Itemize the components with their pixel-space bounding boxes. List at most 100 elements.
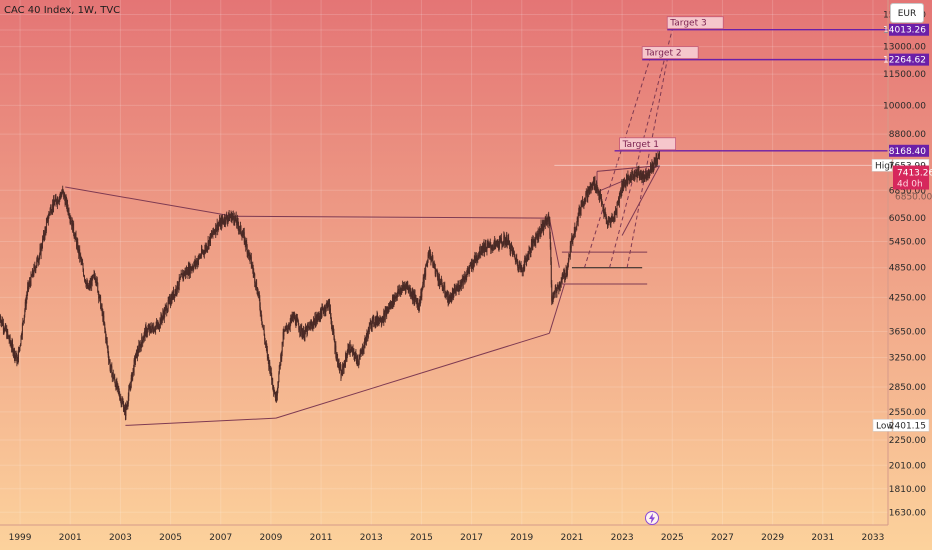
- candle-body: [401, 289, 403, 293]
- candle-body: [526, 257, 528, 262]
- candle-body: [148, 325, 150, 332]
- candle-body: [189, 266, 191, 274]
- candle-body: [497, 240, 498, 245]
- candle-body: [189, 264, 191, 274]
- candle-body: [558, 283, 560, 290]
- candle-body: [618, 200, 620, 203]
- candle-body: [608, 220, 610, 222]
- candle-body: [475, 256, 477, 261]
- candle-body: [451, 297, 453, 299]
- candle-body: [368, 327, 370, 333]
- candle-body: [435, 270, 437, 272]
- candle-body: [214, 231, 216, 233]
- candle-body: [519, 262, 521, 265]
- candle-body: [335, 345, 337, 358]
- candle-body: [354, 355, 356, 359]
- candle-body: [319, 317, 321, 320]
- candle-body: [649, 174, 650, 176]
- candle-body: [656, 155, 657, 165]
- candle-body: [556, 288, 558, 293]
- candle-body: [45, 228, 47, 231]
- candle-body: [139, 344, 141, 350]
- target-label-box[interactable]: [641, 46, 699, 60]
- candle-body: [420, 291, 422, 300]
- candle-body: [227, 219, 229, 222]
- candle-body: [257, 292, 259, 295]
- candle-body: [47, 218, 49, 222]
- candle-body: [181, 273, 183, 275]
- candle-body: [168, 300, 170, 302]
- candle-body: [462, 276, 464, 285]
- candle-body: [534, 238, 536, 244]
- candle-body: [505, 240, 507, 245]
- candle-body: [450, 296, 452, 302]
- candle-body: [236, 219, 238, 226]
- bar-countdown: 4d 0h: [897, 180, 923, 190]
- candle-body: [161, 318, 163, 321]
- candle-body: [137, 349, 139, 353]
- candle-body: [490, 248, 492, 250]
- candle-body: [520, 267, 522, 269]
- candle-body: [121, 400, 123, 404]
- candle-body: [521, 270, 523, 272]
- candle-body: [612, 220, 614, 222]
- candle-body: [433, 263, 435, 265]
- candle-body: [460, 286, 462, 288]
- candle-body: [372, 316, 374, 318]
- candle-body: [39, 248, 41, 254]
- candle-body: [317, 317, 319, 320]
- candle-body: [65, 199, 67, 205]
- candle-body: [365, 337, 367, 342]
- candle-body: [247, 251, 249, 256]
- currency-button[interactable]: EUR: [890, 3, 924, 23]
- candle-body: [238, 229, 240, 231]
- candle-body: [285, 327, 287, 329]
- candle-body: [333, 332, 335, 339]
- lightning-icon[interactable]: [645, 511, 659, 525]
- candle-body: [606, 223, 608, 225]
- time-axis[interactable]: 1999 2001 2003 2005 2007 2009 2011 2013 2015 2017…: [9, 533, 885, 543]
- candle-body: [27, 283, 29, 287]
- candle-body: [74, 235, 76, 239]
- candle-body: [23, 314, 25, 321]
- candle-body: [362, 351, 364, 354]
- candle-body: [619, 193, 621, 195]
- candle-body: [527, 255, 529, 258]
- candle-body: [133, 360, 135, 373]
- candle-body: [225, 215, 227, 217]
- candle-body: [180, 276, 182, 278]
- candle-body: [315, 319, 317, 325]
- candle-body: [154, 330, 156, 332]
- candle-body: [339, 368, 340, 370]
- candle-body: [123, 410, 125, 412]
- candle-body: [259, 299, 261, 308]
- candle-body: [593, 181, 595, 187]
- candle-body: [553, 293, 555, 295]
- candle-body: [290, 317, 292, 322]
- candle-body: [226, 215, 228, 219]
- candle-body: [120, 398, 122, 399]
- candle-body: [52, 204, 54, 209]
- candle-body: [131, 373, 133, 380]
- target-label-box[interactable]: [619, 137, 676, 151]
- candle-body: [90, 280, 92, 285]
- price-axis[interactable]: 15000.0014000.0013000.0011500.0010000.00…: [883, 10, 926, 518]
- y-tick-label: 11500.00: [883, 70, 926, 80]
- candle-body: [236, 222, 238, 226]
- candle-body: [45, 222, 47, 231]
- candle-body: [529, 247, 531, 250]
- candle-body: [135, 358, 136, 363]
- candle-body: [417, 302, 419, 304]
- target-label-box[interactable]: [666, 16, 724, 30]
- candle-body: [640, 171, 642, 174]
- candle-body: [389, 303, 391, 309]
- candle-body: [256, 282, 258, 290]
- candle-body: [254, 282, 256, 286]
- y-tick-label: 4250.00: [889, 293, 926, 303]
- candle-body: [273, 388, 275, 392]
- candle-body: [275, 394, 277, 400]
- candle-body: [21, 324, 23, 336]
- candle-body: [147, 327, 149, 329]
- candle-body: [400, 289, 402, 294]
